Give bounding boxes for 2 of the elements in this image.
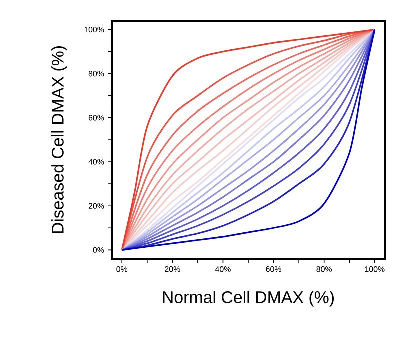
x-axis-title: Normal Cell DMAX (%) <box>163 291 334 307</box>
y-axis-title: Diseased Cell DMAX (%) <box>51 46 68 234</box>
